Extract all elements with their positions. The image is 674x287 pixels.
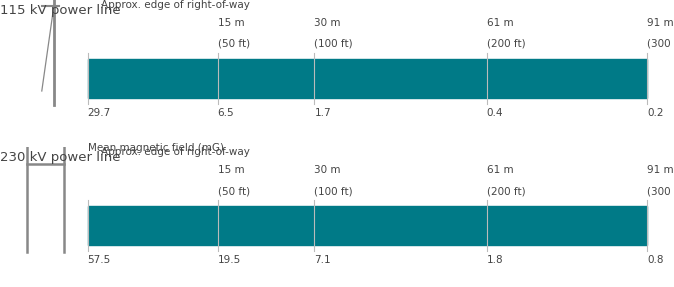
Text: (50 ft): (50 ft) (218, 39, 250, 49)
Text: 19.5: 19.5 (218, 255, 241, 265)
Text: 0.2: 0.2 (647, 108, 663, 118)
Text: 91 m: 91 m (647, 18, 674, 28)
Text: Mean magnetic field (mG): Mean magnetic field (mG) (88, 143, 224, 153)
Bar (88, 59, 647, 98)
Text: 0.8: 0.8 (647, 255, 663, 265)
Text: 115 kV power line: 115 kV power line (0, 4, 121, 17)
Text: 15 m: 15 m (218, 18, 244, 28)
Text: Approx. edge of right-of-way: Approx. edge of right-of-way (101, 0, 250, 10)
Text: Approx. edge of right-of-way: Approx. edge of right-of-way (101, 147, 250, 157)
Text: 1.7: 1.7 (314, 108, 331, 118)
Text: 230 kV power line: 230 kV power line (0, 151, 121, 164)
Text: (300 ft): (300 ft) (647, 39, 674, 49)
Text: 30 m: 30 m (314, 165, 341, 175)
Text: 1.8: 1.8 (487, 255, 503, 265)
Text: (300 ft): (300 ft) (647, 186, 674, 196)
Text: 15 m: 15 m (218, 165, 244, 175)
Text: 57.5: 57.5 (88, 255, 111, 265)
Text: 30 m: 30 m (314, 18, 341, 28)
Text: 91 m: 91 m (647, 165, 674, 175)
Text: 0.4: 0.4 (487, 108, 503, 118)
Text: (50 ft): (50 ft) (218, 186, 250, 196)
Text: (200 ft): (200 ft) (487, 39, 526, 49)
Text: 7.1: 7.1 (314, 255, 331, 265)
Text: (200 ft): (200 ft) (487, 186, 526, 196)
Text: (100 ft): (100 ft) (314, 39, 353, 49)
Text: 6.5: 6.5 (218, 108, 235, 118)
Text: 29.7: 29.7 (88, 108, 111, 118)
Text: 61 m: 61 m (487, 18, 514, 28)
Bar (88, 206, 647, 245)
Text: (100 ft): (100 ft) (314, 186, 353, 196)
Text: 61 m: 61 m (487, 165, 514, 175)
